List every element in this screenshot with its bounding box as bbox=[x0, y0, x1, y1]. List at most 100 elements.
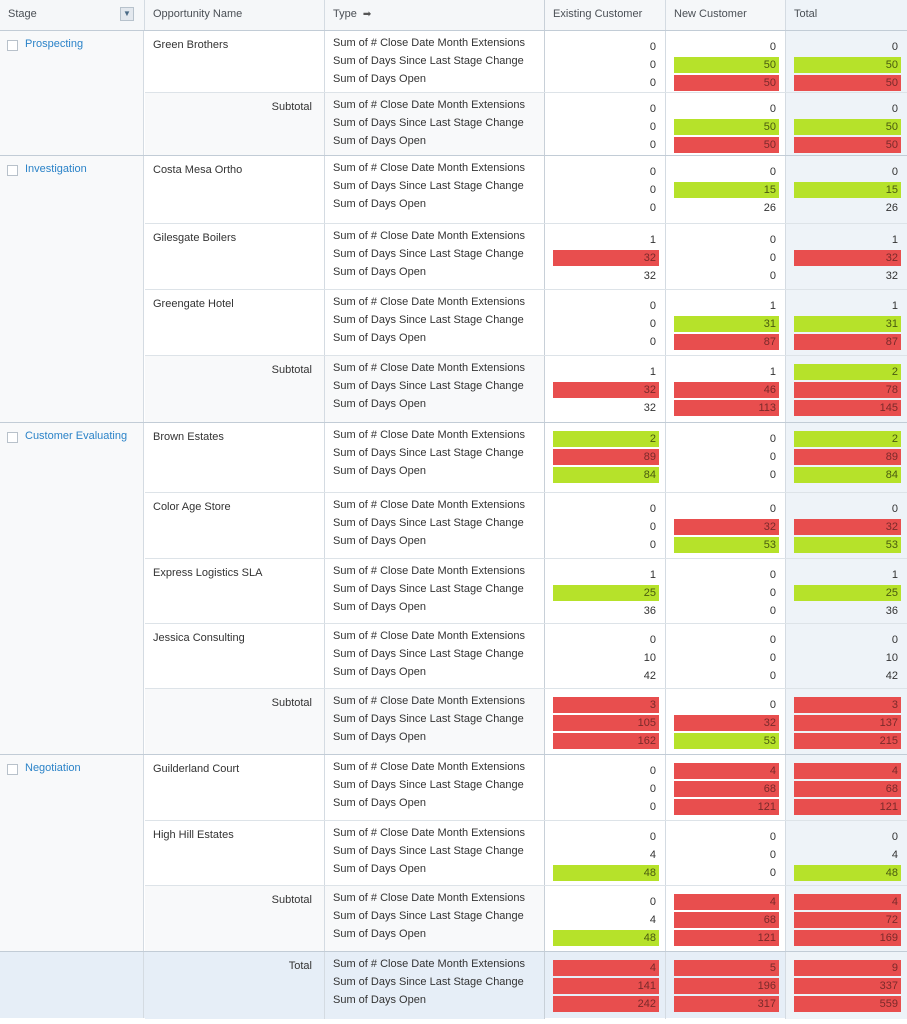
new-customer-cell: 0 50 50 bbox=[666, 31, 786, 92]
metric-label: Sum of Days Open bbox=[333, 731, 426, 743]
new-customer-cell: 0 50 50 bbox=[666, 93, 786, 156]
opportunity-cell: High Hill Estates bbox=[145, 821, 325, 885]
existing-customer-cell: 0 4 48 bbox=[545, 821, 666, 885]
opportunity-name: Brown Estates bbox=[153, 431, 224, 443]
opportunity-row: Green Brothers Sum of # Close Date Month … bbox=[145, 31, 907, 92]
metric-type-cell: Sum of # Close Date Month Extensions Sum … bbox=[325, 821, 545, 885]
metric-label: Sum of Days Open bbox=[333, 198, 426, 210]
metric-value: 0 bbox=[649, 41, 656, 53]
subtotal-label: Subtotal bbox=[271, 364, 312, 376]
metric-value: 2 bbox=[794, 364, 901, 380]
metric-label: Sum of # Close Date Month Extensions bbox=[333, 429, 525, 441]
new-customer-cell: 0 32 53 bbox=[666, 493, 786, 558]
subtotal-row: Subtotal Sum of # Close Date Month Extens… bbox=[145, 92, 907, 156]
metric-value: 196 bbox=[674, 978, 779, 994]
metric-label: Sum of Days Since Last Stage Change bbox=[333, 314, 524, 326]
stage-checkbox[interactable] bbox=[7, 764, 18, 775]
metric-value: 26 bbox=[763, 202, 776, 214]
new-customer-cell: 0 0 0 bbox=[666, 423, 786, 492]
metric-value: 9 bbox=[794, 960, 901, 976]
total-column-header[interactable]: Total bbox=[786, 0, 907, 30]
metric-value: 0 bbox=[769, 569, 776, 581]
metric-label: Sum of Days Open bbox=[333, 928, 426, 940]
total-cell: 0 4 48 bbox=[786, 821, 907, 885]
opportunity-cell: Gilesgate Boilers bbox=[145, 224, 325, 289]
metric-value: 0 bbox=[769, 252, 776, 264]
metric-value: 0 bbox=[769, 831, 776, 843]
metric-type-cell: Sum of # Close Date Month Extensions Sum … bbox=[325, 952, 545, 1019]
metric-value: 0 bbox=[891, 831, 898, 843]
new-customer-column-header[interactable]: New Customer bbox=[666, 0, 786, 30]
existing-customer-cell: 2 89 84 bbox=[545, 423, 666, 492]
stage-checkbox[interactable] bbox=[7, 40, 18, 51]
metric-value: 3 bbox=[553, 697, 659, 713]
metric-value: 1 bbox=[649, 366, 656, 378]
opportunity-cell: Subtotal bbox=[145, 356, 325, 423]
stage-link[interactable]: Prospecting bbox=[25, 38, 84, 50]
metric-label: Sum of Days Open bbox=[333, 601, 426, 613]
metric-value: 48 bbox=[794, 865, 901, 881]
metric-value: 215 bbox=[794, 733, 901, 749]
metric-value: 0 bbox=[769, 670, 776, 682]
opportunity-name: Greengate Hotel bbox=[153, 298, 234, 310]
metric-label: Sum of Days Open bbox=[333, 994, 426, 1006]
metric-value: 4 bbox=[553, 960, 659, 976]
metric-type-cell: Sum of # Close Date Month Extensions Sum … bbox=[325, 559, 545, 623]
arrow-right-icon[interactable]: ➡ bbox=[362, 9, 372, 20]
stage-column-header[interactable]: Stage ▼ bbox=[0, 0, 145, 30]
subtotal-row: Subtotal Sum of # Close Date Month Extens… bbox=[145, 885, 907, 952]
metric-value: 84 bbox=[794, 467, 901, 483]
metric-label: Sum of # Close Date Month Extensions bbox=[333, 296, 525, 308]
stage-cell: Prospecting bbox=[0, 31, 144, 155]
stage-checkbox[interactable] bbox=[7, 432, 18, 443]
opportunity-cell: Jessica Consulting bbox=[145, 624, 325, 688]
metric-value: 0 bbox=[769, 503, 776, 515]
metric-value: 50 bbox=[674, 75, 779, 91]
metric-value: 0 bbox=[649, 121, 656, 133]
metric-value: 0 bbox=[769, 234, 776, 246]
metric-type-cell: Sum of # Close Date Month Extensions Sum … bbox=[325, 886, 545, 952]
metric-value: 0 bbox=[891, 41, 898, 53]
metric-value: 0 bbox=[649, 336, 656, 348]
metric-value: 0 bbox=[769, 652, 776, 664]
stage-link[interactable]: Investigation bbox=[25, 163, 87, 175]
new-customer-cell: 0 0 0 bbox=[666, 559, 786, 623]
chevron-down-icon[interactable]: ▼ bbox=[120, 7, 134, 21]
metric-value: 0 bbox=[769, 634, 776, 646]
opportunity-row: Express Logistics SLA Sum of # Close Date… bbox=[145, 558, 907, 623]
existing-customer-column-header[interactable]: Existing Customer bbox=[545, 0, 666, 30]
stage-checkbox[interactable] bbox=[7, 165, 18, 176]
type-column-header[interactable]: Type ➡ bbox=[325, 0, 545, 30]
stage-header-label: Stage bbox=[8, 8, 37, 20]
metric-label: Sum of # Close Date Month Extensions bbox=[333, 827, 525, 839]
opportunity-column-header[interactable]: Opportunity Name bbox=[145, 0, 325, 30]
metric-value: 0 bbox=[649, 831, 656, 843]
existing-customer-cell: 1 25 36 bbox=[545, 559, 666, 623]
metric-value: 1 bbox=[769, 300, 776, 312]
existing-customer-cell: 1 32 32 bbox=[545, 224, 666, 289]
opportunity-header-label: Opportunity Name bbox=[153, 8, 243, 20]
total-cell: 9 337 559 bbox=[786, 952, 907, 1019]
opportunity-cell: Express Logistics SLA bbox=[145, 559, 325, 623]
metric-value: 113 bbox=[674, 400, 779, 416]
metric-value: 50 bbox=[794, 57, 901, 73]
total-cell: 0 32 53 bbox=[786, 493, 907, 558]
metric-type-cell: Sum of # Close Date Month Extensions Sum … bbox=[325, 290, 545, 355]
metric-label: Sum of # Close Date Month Extensions bbox=[333, 565, 525, 577]
metric-value: 46 bbox=[674, 382, 779, 398]
existing-customer-cell: 0 0 0 bbox=[545, 290, 666, 355]
opportunity-cell: Green Brothers bbox=[145, 31, 325, 92]
stage-link[interactable]: Customer Evaluating bbox=[25, 430, 128, 442]
metric-value: 0 bbox=[649, 801, 656, 813]
subtotal-label: Subtotal bbox=[271, 894, 312, 906]
metric-label: Sum of Days Open bbox=[333, 332, 426, 344]
metric-label: Sum of Days Since Last Stage Change bbox=[333, 648, 524, 660]
metric-value: 32 bbox=[643, 402, 656, 414]
opportunity-cell: Brown Estates bbox=[145, 423, 325, 492]
total-cell: 0 15 26 bbox=[786, 156, 907, 223]
existing-customer-cell: 1 32 32 bbox=[545, 356, 666, 423]
stage-link[interactable]: Negotiation bbox=[25, 762, 81, 774]
new-customer-header-label: New Customer bbox=[674, 8, 747, 20]
metric-value: 53 bbox=[674, 733, 779, 749]
